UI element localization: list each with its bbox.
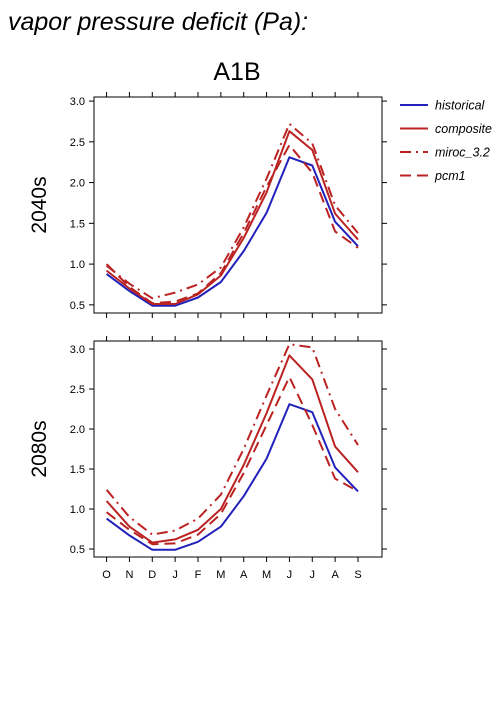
series-line-historical <box>105 156 359 307</box>
series-line-composite <box>105 354 359 544</box>
x-tick-label: A <box>240 569 248 581</box>
legend-label: miroc_3.2 <box>435 146 490 160</box>
x-tick-label: F <box>195 569 202 581</box>
series-line-historical <box>106 403 359 551</box>
x-tick-label: A <box>331 569 339 581</box>
legend-item: historical <box>400 99 486 113</box>
x-tick-label: D <box>148 569 156 581</box>
x-tick-label: J <box>310 569 316 581</box>
y-tick-label: 1.5 <box>70 464 85 476</box>
x-tick-label: J <box>172 569 178 581</box>
series-line-pcm1 <box>105 144 359 305</box>
panel-label: 2040s <box>28 176 51 233</box>
y-tick-label: 1.0 <box>70 504 85 516</box>
legend-item: miroc_3.2 <box>400 146 490 160</box>
figure-title: vapor pressure deficit (Pa): <box>8 8 308 36</box>
panel-label: 2080s <box>28 420 51 477</box>
series-lines <box>105 122 359 307</box>
x-tick-label: M <box>216 569 225 581</box>
y-tick-label: 0.5 <box>70 544 85 556</box>
y-tick-label: 2.5 <box>70 384 85 396</box>
series-lines <box>105 343 359 551</box>
series-line-composite <box>105 130 359 305</box>
legend: historical composite miroc_3.2 pcm1 <box>400 99 492 183</box>
x-tick-label: J <box>287 569 293 581</box>
y-tick-label: 1.0 <box>70 259 85 271</box>
y-tick-label: 3.0 <box>70 344 85 356</box>
x-tick-label: M <box>262 569 271 581</box>
x-tick-label: S <box>354 569 361 581</box>
figure-subtitle: A1B <box>213 58 260 86</box>
legend-label: pcm1 <box>434 169 466 183</box>
panel-2080s: 0.5 1.0 1.5 2.0 2.5 3.0 O N D J F M A M J J A S 2080s <box>28 336 387 581</box>
y-tick-label: 0.5 <box>70 300 85 312</box>
y-tick-label: 3.0 <box>70 96 85 108</box>
y-tick-label: 2.0 <box>70 424 85 436</box>
x-tick-label: N <box>125 569 133 581</box>
y-tick-label: 2.0 <box>70 178 85 190</box>
y-tick-label: 2.5 <box>70 137 85 149</box>
legend-label: composite <box>435 122 492 136</box>
legend-item: composite <box>400 122 492 136</box>
plot-frame <box>93 340 383 558</box>
series-line-miroc-3-2 <box>105 343 359 536</box>
legend-item: pcm1 <box>400 169 466 183</box>
plot-frame <box>93 96 383 314</box>
panel-2040s: 0.5 1.0 1.5 2.0 2.5 3.0 2040s <box>28 92 387 318</box>
x-tick-label: O <box>102 569 111 581</box>
series-line-pcm1 <box>105 376 359 546</box>
series-line-miroc-3-2 <box>105 122 359 300</box>
y-tick-label: 1.5 <box>70 218 85 230</box>
legend-label: historical <box>435 99 486 113</box>
